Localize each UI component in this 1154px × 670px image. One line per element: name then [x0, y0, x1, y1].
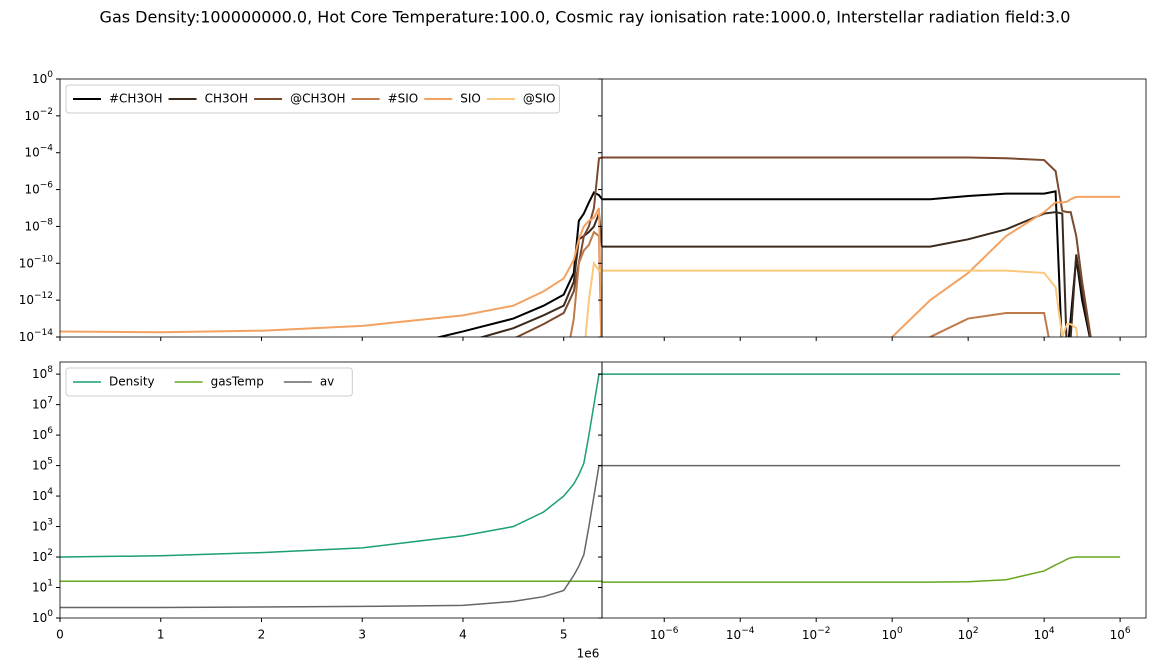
- y-tick-label: 105: [32, 456, 53, 472]
- y-tick-label: 107: [32, 395, 53, 411]
- y-tick-label: 10−14: [19, 328, 54, 344]
- series-line: [60, 373, 602, 558]
- x-tick-label: 10−6: [650, 626, 679, 642]
- series-line: [602, 190, 1091, 337]
- x-tick-label: 1: [157, 628, 165, 642]
- x-tick-label: 102: [958, 626, 979, 642]
- legend-box: [65, 84, 560, 114]
- plot-frame: [601, 361, 1147, 619]
- y-tick-label: 108: [32, 365, 53, 381]
- y-tick-label: 10−6: [24, 180, 53, 196]
- series-line: [890, 195, 1121, 337]
- x-tick-label: 100: [882, 626, 903, 642]
- x-tick-label: 0: [56, 628, 64, 642]
- x-tick-label: 10−4: [726, 626, 755, 642]
- y-tick-label: 103: [32, 517, 53, 533]
- series-line: [584, 260, 602, 337]
- y-tick-label: 101: [32, 578, 53, 594]
- y-tick-label: 100: [32, 609, 53, 625]
- legend-label: @CH3OH: [290, 92, 346, 106]
- legend-label: #CH3OH: [109, 92, 163, 106]
- figure-title: Gas Density:100000000.0, Hot Core Temper…: [100, 8, 1071, 27]
- plot-frame: [59, 361, 603, 619]
- series-line: [514, 156, 602, 337]
- legend-label: Density: [109, 375, 155, 389]
- legend: Density gasTemp av: [65, 367, 353, 397]
- y-tick-label: 10−2: [24, 106, 53, 122]
- y-tick-label: 100: [32, 70, 53, 86]
- series-line: [60, 464, 602, 609]
- series-line: [602, 556, 1121, 583]
- x-tick-label: 104: [1034, 626, 1055, 642]
- x-tick-label: 2: [258, 628, 266, 642]
- plot-frame: [59, 78, 603, 338]
- series-line: [60, 207, 602, 337]
- x-tick-label: 106: [1110, 626, 1131, 642]
- series-line: [602, 269, 1079, 337]
- x-tick-label: 3: [358, 628, 366, 642]
- legend-label: #SIO: [388, 92, 419, 106]
- legend-box: [65, 367, 353, 397]
- y-tick-label: 10−4: [24, 143, 53, 159]
- x-tick-label: 10−2: [802, 626, 831, 642]
- legend-label: gasTemp: [211, 375, 264, 389]
- series-line: [435, 191, 602, 337]
- legend-label: CH3OH: [205, 92, 249, 106]
- x-offset-label: 1e6: [577, 647, 600, 661]
- x-tick-label: 5: [560, 628, 568, 642]
- series-line: [569, 230, 602, 337]
- series-line: [478, 213, 602, 337]
- legend: #CH3OH CH3OH @CH3OH #SIO SIO @SIO: [65, 84, 560, 114]
- y-tick-label: 10−10: [19, 254, 54, 270]
- plot-frame: [601, 78, 1147, 338]
- legend-label: SIO: [460, 92, 481, 106]
- y-tick-label: 104: [32, 487, 53, 503]
- y-tick-label: 102: [32, 548, 53, 564]
- y-tick-label: 106: [32, 426, 53, 442]
- y-tick-label: 10−8: [24, 217, 53, 233]
- series-line: [602, 156, 1092, 337]
- legend-label: @SIO: [523, 92, 556, 106]
- x-tick-label: 4: [459, 628, 467, 642]
- series-line: [602, 211, 1092, 337]
- legend-label: av: [320, 375, 334, 389]
- y-tick-label: 10−12: [19, 291, 53, 307]
